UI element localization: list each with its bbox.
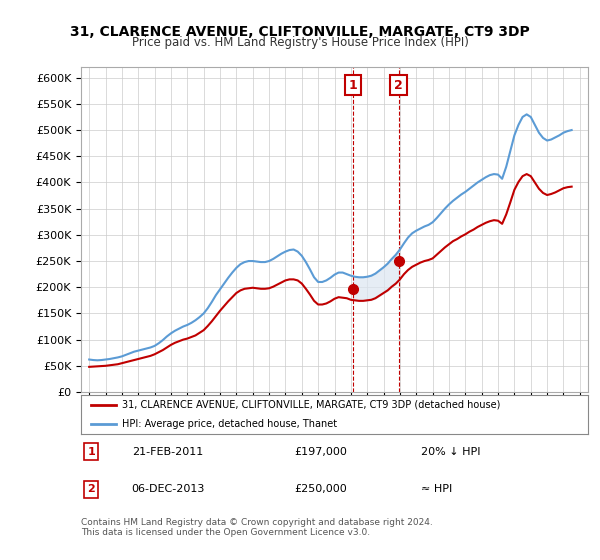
Text: 2: 2 xyxy=(87,484,95,494)
Text: 06-DEC-2013: 06-DEC-2013 xyxy=(132,484,205,494)
Text: ≈ HPI: ≈ HPI xyxy=(421,484,452,494)
Text: Contains HM Land Registry data © Crown copyright and database right 2024.
This d: Contains HM Land Registry data © Crown c… xyxy=(81,518,433,538)
Text: £197,000: £197,000 xyxy=(294,446,347,456)
Text: 21-FEB-2011: 21-FEB-2011 xyxy=(132,446,203,456)
Text: £250,000: £250,000 xyxy=(294,484,347,494)
Text: 31, CLARENCE AVENUE, CLIFTONVILLE, MARGATE, CT9 3DP: 31, CLARENCE AVENUE, CLIFTONVILLE, MARGA… xyxy=(70,25,530,39)
Text: 31, CLARENCE AVENUE, CLIFTONVILLE, MARGATE, CT9 3DP (detached house): 31, CLARENCE AVENUE, CLIFTONVILLE, MARGA… xyxy=(122,400,500,409)
Text: HPI: Average price, detached house, Thanet: HPI: Average price, detached house, Than… xyxy=(122,419,337,429)
Text: 2: 2 xyxy=(394,78,403,92)
Text: Price paid vs. HM Land Registry's House Price Index (HPI): Price paid vs. HM Land Registry's House … xyxy=(131,36,469,49)
Text: 1: 1 xyxy=(87,446,95,456)
Text: 1: 1 xyxy=(349,78,358,92)
Text: 20% ↓ HPI: 20% ↓ HPI xyxy=(421,446,480,456)
